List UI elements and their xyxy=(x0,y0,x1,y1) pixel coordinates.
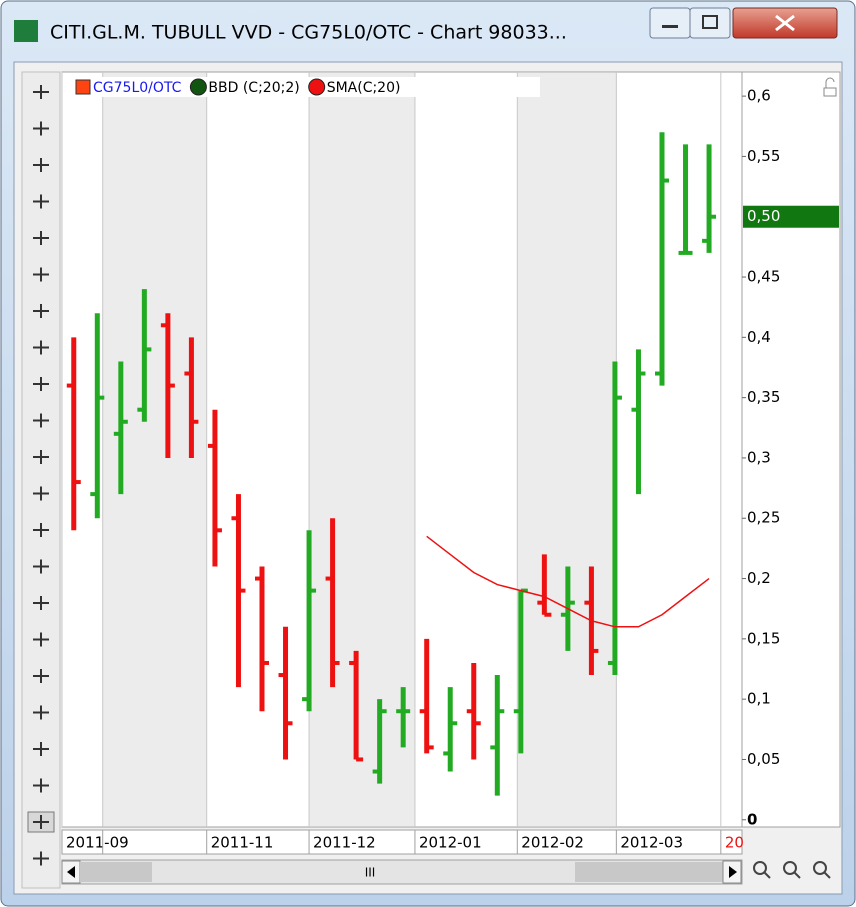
tool-glyph xyxy=(33,523,49,537)
x-tick-label: 2012-01 xyxy=(419,834,482,852)
close-glyph xyxy=(775,14,795,32)
y-tick-label: 0,55 xyxy=(747,147,780,165)
legend-swatch xyxy=(189,78,207,96)
y-tick-label: 0,35 xyxy=(747,388,780,406)
tool-glyph xyxy=(33,413,49,428)
scroll-grip: III xyxy=(365,866,376,880)
y-axis-panel xyxy=(741,71,841,828)
y-tick-label: 0,2 xyxy=(747,569,771,587)
shade-band xyxy=(309,73,415,826)
x-axis-panel xyxy=(61,829,743,855)
sma-line xyxy=(426,535,710,628)
tool-icons xyxy=(27,85,55,866)
zoom-buttons[interactable] xyxy=(753,861,831,879)
y-tick-label: 0,15 xyxy=(747,629,780,647)
tool-glyph xyxy=(33,705,49,720)
lock-icon[interactable] xyxy=(823,77,837,97)
tool-glyph xyxy=(33,596,49,610)
tool-glyph xyxy=(33,486,49,501)
x-tick-label: 2011-12 xyxy=(313,834,376,852)
tool-glyph xyxy=(33,304,49,318)
x-tick-label: 2011-11 xyxy=(211,834,274,852)
tool-glyph xyxy=(33,121,49,136)
y-tick-label: 0,05 xyxy=(747,750,780,768)
y-tick-label: 0,45 xyxy=(747,268,780,286)
x-tick-label: 2011-09 xyxy=(66,834,129,852)
tool-glyph xyxy=(33,778,49,793)
current-value-box xyxy=(743,205,839,228)
tool-glyph xyxy=(33,632,49,647)
scroll-thumb-left xyxy=(80,862,152,882)
y-tick-label: 0,6 xyxy=(747,87,771,105)
tool-glyph xyxy=(33,340,49,355)
arrow-left xyxy=(67,866,75,878)
tool-glyph xyxy=(33,377,49,391)
legend-label: BBD (C;20;2) xyxy=(208,80,299,96)
y-tick-label: 0 xyxy=(747,810,757,828)
toolbar xyxy=(21,71,61,889)
y-tick-label: 0,1 xyxy=(747,690,771,708)
arrow-right xyxy=(729,866,737,878)
legend-label: CG75L0/OTC xyxy=(93,80,182,96)
minimize-button[interactable] xyxy=(649,7,691,39)
tool-glyph xyxy=(33,742,49,756)
x-tick-label: 2012-02 xyxy=(521,834,584,852)
tool-glyph xyxy=(33,267,49,282)
tool-glyph xyxy=(33,559,49,574)
legend-label: SMA(C;20) xyxy=(327,80,401,96)
current-value-label: 0,50 xyxy=(747,207,780,225)
maximize-button[interactable] xyxy=(689,7,731,39)
x-tick-label: 20 xyxy=(725,834,744,852)
tool-glyph xyxy=(33,194,49,209)
window-title: CITI.GL.M. TUBULL VVD - CG75L0/OTC - Cha… xyxy=(50,22,567,44)
maximize-glyph xyxy=(702,15,718,29)
tool-glyph xyxy=(33,158,49,172)
tool-glyph xyxy=(33,450,49,464)
minimize-glyph xyxy=(662,25,678,28)
tool-glyph xyxy=(33,85,49,99)
y-tick-label: 0,4 xyxy=(747,328,771,346)
plot: 2011-09 2011-11 2011-12 2012-01 2012-02 2012-… xyxy=(61,72,839,854)
x-tick-label: 2012-03 xyxy=(620,834,683,852)
tool-glyph xyxy=(33,851,49,866)
y-tick-label: 0,25 xyxy=(747,509,780,527)
legend-swatch xyxy=(308,78,326,96)
app-icon xyxy=(14,20,38,42)
shade-band xyxy=(517,73,617,826)
y-tick-label: 0,3 xyxy=(747,448,771,466)
legend-bg xyxy=(70,77,540,97)
tool-glyph xyxy=(33,669,49,683)
tool-glyph xyxy=(33,231,49,245)
legend-swatch xyxy=(75,79,91,95)
scroll-thumb-right xyxy=(575,862,723,882)
tool-glyph xyxy=(33,815,49,829)
